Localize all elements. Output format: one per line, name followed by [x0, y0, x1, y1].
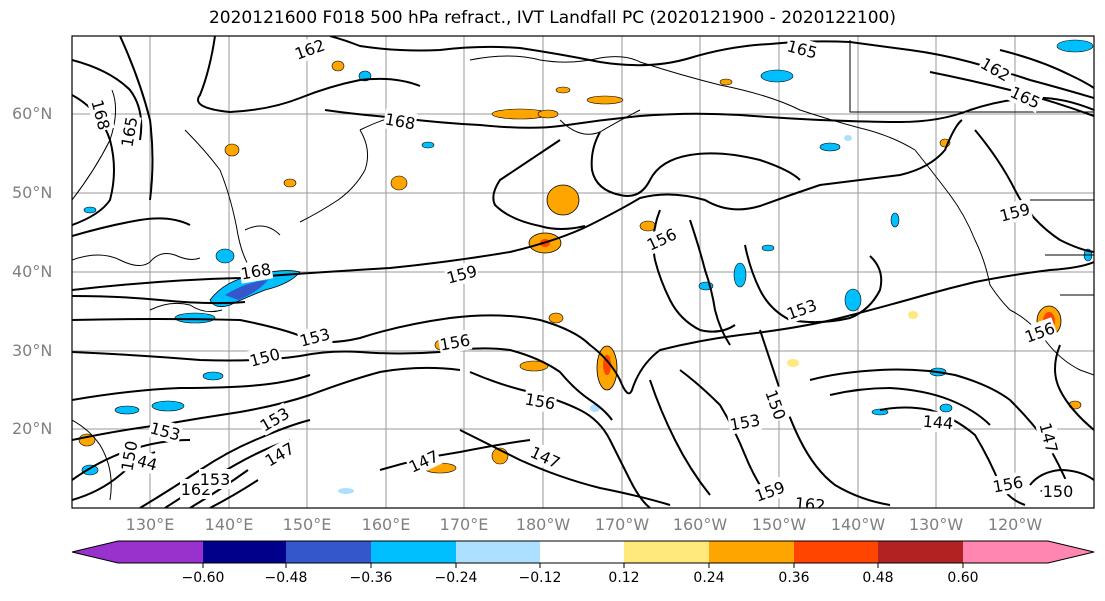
lat-label-20n: 20°N: [12, 419, 53, 438]
lon-label-130e: 130°E: [125, 515, 175, 534]
colorbar-tick-neg012: −0.12: [518, 570, 562, 586]
contour-label-background: [784, 36, 821, 63]
contour-label-background: [921, 410, 955, 434]
contour-label-background: [1035, 419, 1063, 456]
contour-label: 144: [922, 412, 954, 434]
lat-label-30n: 30°N: [12, 341, 53, 360]
lat-label-50n: 50°N: [12, 183, 53, 202]
contour-label-background: [296, 323, 333, 351]
contour-label-background: [996, 198, 1033, 226]
lon-label-130w: 130°W: [908, 515, 964, 534]
contour-label-background: [260, 437, 299, 471]
lon-label-180w: 180°W: [515, 515, 571, 534]
colorbar-tick-neg036: −0.36: [349, 570, 393, 586]
contour-label-background: [147, 417, 184, 445]
contour-label-background: [199, 469, 231, 489]
lon-label-150e: 150°E: [282, 515, 332, 534]
colorbar-tick-pos036: 0.36: [778, 570, 810, 586]
lon-label-160e: 160°E: [361, 515, 411, 534]
lon-label-170w: 170°W: [594, 515, 650, 534]
lon-label-150w: 150°W: [751, 515, 807, 534]
colorbar-tick-pos012: 0.12: [608, 570, 640, 586]
gridlines: [72, 36, 1094, 508]
contour-label-background: [783, 294, 821, 324]
lon-label-160w: 160°W: [672, 515, 728, 534]
contour-label-background: [1006, 81, 1045, 113]
contour-label-background: [116, 114, 142, 150]
contour-label-background: [976, 52, 1015, 86]
lon-label-140w: 140°W: [830, 515, 886, 534]
contour-label-background: [404, 445, 443, 477]
contour-label-background: [990, 471, 1026, 497]
contour-label-background: [727, 409, 763, 435]
contour-label-background: [443, 260, 480, 288]
lat-label-40n: 40°N: [12, 262, 53, 281]
contour-label-background: [642, 223, 681, 255]
colorbar-tick-neg024: −0.24: [434, 570, 478, 586]
contour-label-background: [751, 476, 789, 506]
contour-label-background: [522, 388, 558, 414]
map-border: [71, 35, 1095, 509]
contour-label-background: [291, 36, 329, 64]
lon-label-170e: 170°E: [439, 515, 489, 534]
contour-label: 150: [1043, 482, 1074, 501]
contour-label-background: [761, 386, 791, 424]
lat-label-60n: 60°N: [12, 104, 53, 123]
contour-label-background: [238, 258, 274, 284]
contour-label-background: [255, 402, 294, 436]
contour-label-background: [116, 438, 142, 474]
contour-label-background: [1042, 481, 1074, 501]
contour-label: 162: [794, 494, 826, 516]
lon-label-140e: 140°E: [204, 515, 254, 534]
colorbar-tick-neg048: −0.48: [264, 570, 308, 586]
colorbar-tick-pos024: 0.24: [693, 570, 725, 586]
contour-label-background: [526, 441, 565, 473]
contour-label: 153: [200, 470, 231, 489]
positive-anomaly-shading: [78, 60, 1082, 474]
contour-label-background: [382, 108, 418, 134]
colorbar-tick-pos048: 0.48: [862, 570, 894, 586]
contour-label-background: [87, 96, 115, 133]
colorbar-tick-neg060: −0.60: [181, 570, 225, 586]
figure-title: 2020121600 F018 500 hPa refract., IVT La…: [208, 8, 896, 28]
coastlines: [72, 40, 1094, 501]
contour-label-background: [1021, 317, 1059, 347]
contour-label-background: [793, 492, 827, 508]
lon-label-120w: 120°W: [987, 515, 1043, 534]
contour-label-background: [437, 329, 473, 355]
colorbar-tick-pos060: 0.60: [947, 570, 979, 586]
contour-label-background: [246, 343, 283, 371]
